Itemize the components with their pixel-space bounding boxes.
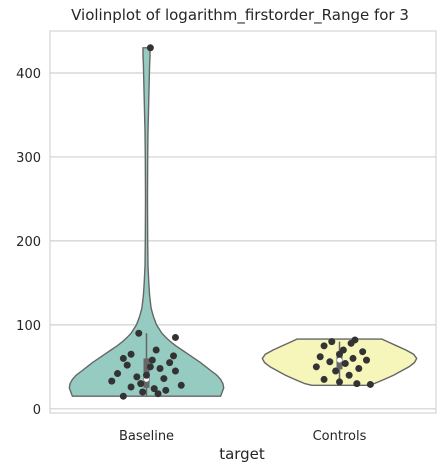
data-point-baseline-4 xyxy=(170,352,178,360)
data-point-baseline-11 xyxy=(156,365,164,373)
data-point-baseline-3 xyxy=(152,346,160,354)
data-point-baseline-17 xyxy=(108,377,116,385)
data-point-controls-10 xyxy=(326,358,334,366)
median-marker-controls xyxy=(337,357,342,363)
data-point-controls-3 xyxy=(320,342,328,350)
data-point-baseline-15 xyxy=(133,373,141,381)
y-tick-label-300: 300 xyxy=(16,151,41,166)
y-tick-label-200: 200 xyxy=(16,235,41,250)
x-axis-label: target xyxy=(219,445,265,463)
y-tick-label-100: 100 xyxy=(16,319,41,334)
data-point-baseline-1 xyxy=(135,329,143,337)
data-point-baseline-16 xyxy=(160,375,168,383)
x-tick-labels: Baseline Controls xyxy=(119,429,367,444)
chart-title: Violinplot of logarithm_firstorder_Range… xyxy=(71,6,409,25)
data-point-controls-7 xyxy=(316,353,324,361)
data-point-controls-17 xyxy=(336,378,343,386)
data-point-baseline-21 xyxy=(150,385,158,393)
data-point-baseline-13 xyxy=(114,370,122,378)
violins-group xyxy=(68,47,418,397)
data-point-baseline-6 xyxy=(127,350,135,358)
data-point-controls-18 xyxy=(353,380,361,388)
x-tick-label-controls: Controls xyxy=(313,429,367,444)
data-point-controls-9 xyxy=(363,356,371,364)
grid-lines xyxy=(50,72,436,410)
data-point-controls-8 xyxy=(349,354,357,362)
data-point-baseline-20 xyxy=(127,383,135,391)
data-point-controls-19 xyxy=(366,380,374,388)
data-point-baseline-2 xyxy=(171,333,179,341)
y-tick-label-400: 400 xyxy=(16,67,41,82)
data-point-controls-5 xyxy=(359,348,367,356)
data-point-controls-12 xyxy=(312,363,320,371)
data-point-controls-2 xyxy=(347,339,355,347)
data-point-baseline-8 xyxy=(166,359,174,367)
data-point-baseline-9 xyxy=(123,361,131,369)
plot-frame xyxy=(49,30,437,414)
data-point-controls-16 xyxy=(320,375,328,383)
data-point-baseline-25 xyxy=(119,392,127,400)
data-point-baseline-23 xyxy=(139,388,147,396)
data-point-baseline-18 xyxy=(137,380,145,388)
data-point-baseline-24 xyxy=(154,390,162,398)
data-point-baseline-19 xyxy=(177,381,185,389)
data-point-controls-13 xyxy=(355,365,363,373)
x-tick-label-baseline: Baseline xyxy=(119,429,174,444)
data-point-baseline-22 xyxy=(162,386,170,394)
data-point-baseline-14 xyxy=(143,371,150,379)
data-point-baseline-7 xyxy=(148,356,156,364)
data-point-baseline-12 xyxy=(171,367,179,375)
data-point-controls-15 xyxy=(345,371,353,379)
violin-baseline xyxy=(68,47,225,397)
data-point-baseline-10 xyxy=(146,363,154,371)
data-point-controls-6 xyxy=(336,350,343,358)
y-tick-label-0: 0 xyxy=(33,403,41,418)
data-point-controls-1 xyxy=(328,338,336,346)
data-point-baseline-5 xyxy=(119,354,127,362)
points-group xyxy=(108,44,374,400)
data-point-controls-14 xyxy=(332,367,340,375)
data-point-controls-11 xyxy=(341,359,349,367)
data-point-baseline-0 xyxy=(146,44,154,52)
y-tick-labels: 0 100 200 300 400 xyxy=(16,67,41,418)
